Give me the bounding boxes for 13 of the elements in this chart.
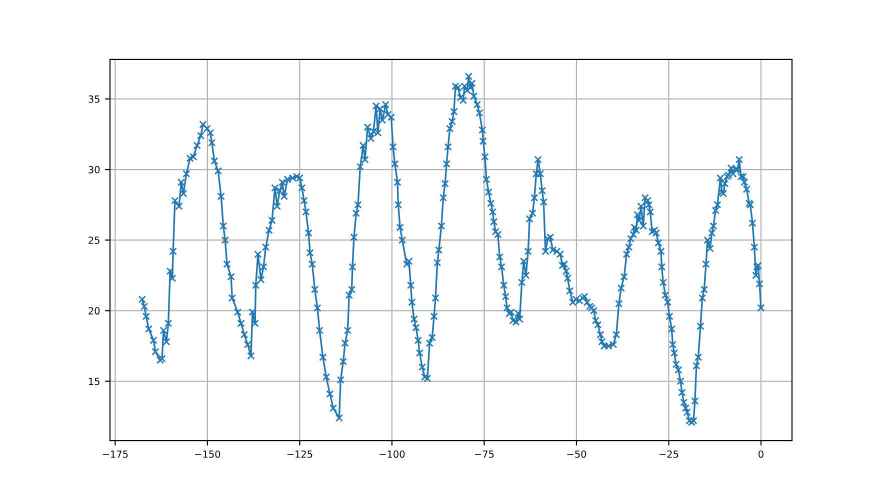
y-tick-label: 15 bbox=[88, 378, 100, 386]
x-tick-label: −150 bbox=[195, 450, 220, 458]
x-tick-label: −25 bbox=[660, 450, 678, 458]
y-tick-label: 25 bbox=[88, 236, 100, 244]
y-tick-label: 35 bbox=[88, 95, 100, 103]
y-tick-label: 30 bbox=[88, 166, 100, 174]
x-tick-label: −100 bbox=[380, 450, 405, 458]
y-tick-label: 20 bbox=[88, 307, 100, 315]
x-tick-label: −175 bbox=[102, 450, 128, 458]
x-tick-label: 0 bbox=[758, 450, 764, 458]
x-tick-label: −50 bbox=[567, 450, 586, 458]
x-tick-label: −75 bbox=[474, 450, 494, 458]
x-tick-label: −125 bbox=[287, 450, 312, 458]
